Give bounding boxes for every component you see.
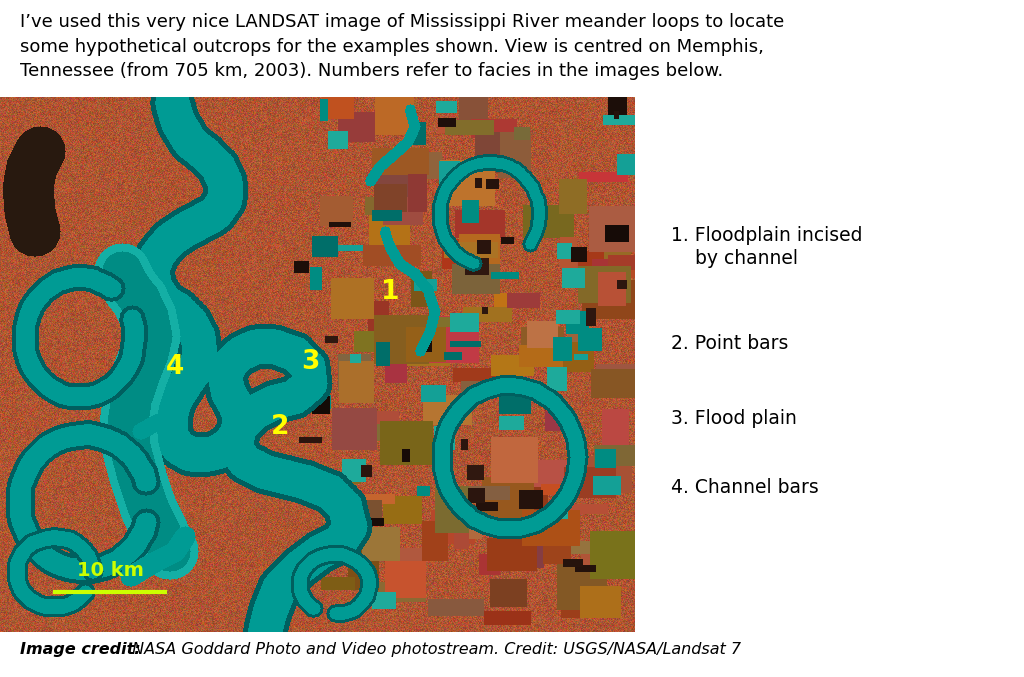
Text: 2: 2 (270, 414, 289, 440)
Text: 3: 3 (301, 349, 319, 375)
Text: Image credit:: Image credit: (20, 642, 141, 657)
Text: 1: 1 (381, 279, 399, 305)
Text: 2. Point bars: 2. Point bars (671, 334, 788, 353)
Text: NASA Goddard Photo and Video photostream. Credit: USGS/NASA/Landsat 7: NASA Goddard Photo and Video photostream… (127, 642, 740, 657)
Text: 10 km: 10 km (77, 561, 143, 580)
Text: 4. Channel bars: 4. Channel bars (671, 478, 818, 497)
Text: 4: 4 (166, 354, 184, 380)
Text: I’ve used this very nice LANDSAT image of Mississippi River meander loops to loc: I’ve used this very nice LANDSAT image o… (20, 14, 784, 80)
Text: 1. Floodplain incised
    by channel: 1. Floodplain incised by channel (671, 225, 862, 268)
Text: 3. Flood plain: 3. Flood plain (671, 408, 797, 427)
